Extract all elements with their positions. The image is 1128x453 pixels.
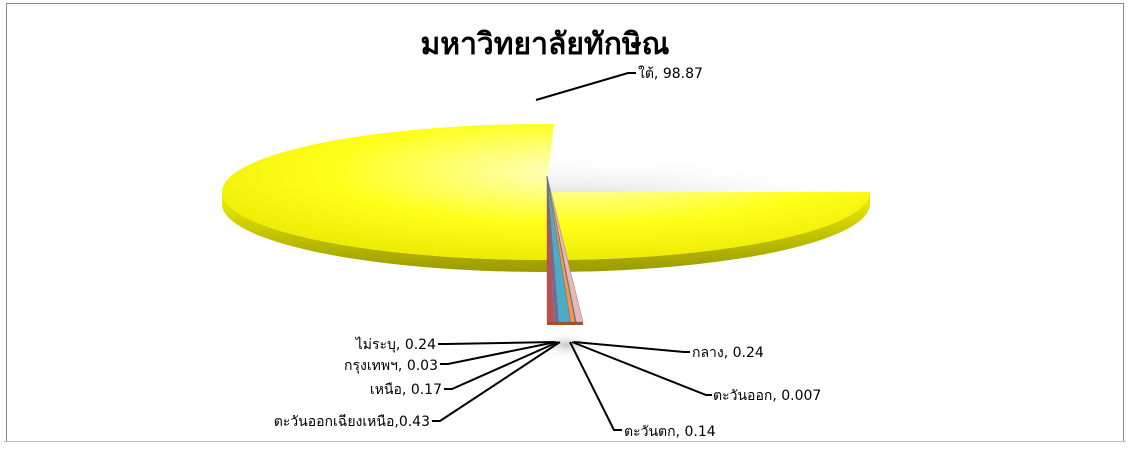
leader-line-7 <box>438 341 555 345</box>
pie-slices-rim <box>547 322 583 325</box>
slice-shadow <box>536 331 596 359</box>
leader-line-6 <box>440 341 557 365</box>
data-label-4: ตะวันออกเฉียงเหนือ,0.43 <box>274 414 430 430</box>
data-label-6: กรุงเทพฯ, 0.03 <box>344 358 438 374</box>
data-label-7: ไม่ระบุ, 0.24 <box>355 336 436 353</box>
data-label-1: กลาง, 0.24 <box>692 345 764 361</box>
leader-line-4 <box>432 341 561 422</box>
data-label-5: เหนือ, 0.17 <box>370 382 442 398</box>
pie-slice-south <box>222 123 870 260</box>
leader-line-1 <box>573 341 690 353</box>
chart-frame-bottom <box>4 441 1126 451</box>
pie-slice-south-side <box>222 192 870 272</box>
chart-title: มหาวิทยาลัยทักษิณ <box>421 27 670 62</box>
leader-line-0 <box>535 72 636 101</box>
leader-line-5 <box>444 341 559 390</box>
data-label-2: ตะวันออก, 0.007 <box>713 388 821 404</box>
leader-line-2 <box>571 341 712 396</box>
leader-line-3 <box>569 341 622 431</box>
data-label-0: ใต้, 98.87 <box>638 65 703 82</box>
data-label-3: ตะวันตก, 0.14 <box>624 424 716 440</box>
